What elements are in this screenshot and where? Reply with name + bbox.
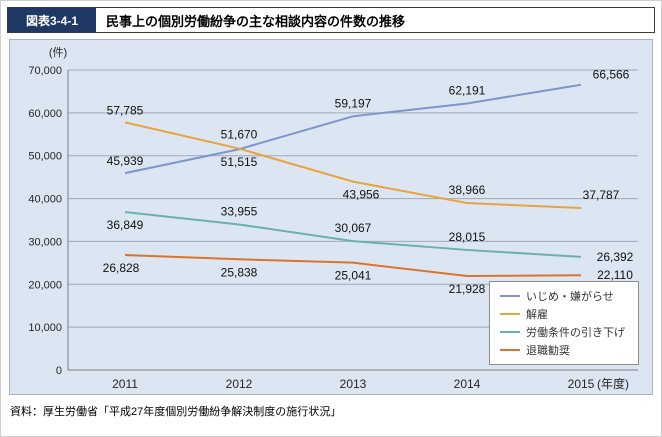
line-chart: 0 10,000 20,000 30,000 40,000 50,000 60,000 70,… (28, 46, 638, 391)
legend-label: 労働条件の引き下げ (526, 327, 625, 339)
x-tick-label: 2012 (226, 377, 253, 391)
data-label: 38,966 (449, 183, 486, 197)
data-label: 25,041 (335, 269, 372, 283)
series-line-2 (124, 211, 582, 258)
legend-line-swatch (500, 331, 520, 333)
legend-item: 解雇 (500, 307, 628, 321)
chart-panel: 0 10,000 20,000 30,000 40,000 50,000 60,000 70,… (9, 39, 653, 395)
series-line-1 (124, 121, 582, 210)
y-tick-label: 40,000 (28, 194, 62, 206)
data-label: 43,956 (343, 188, 380, 202)
data-label: 28,015 (449, 230, 486, 244)
data-label: 26,828 (103, 261, 140, 275)
figure-header: 図表3-4-1 民事上の個別労働紛争の主な相談内容の件数の推移 (7, 7, 655, 33)
data-label: 36,849 (107, 218, 144, 232)
legend-label: 解雇 (526, 309, 548, 321)
y-tick-label: 30,000 (28, 236, 62, 248)
chart-legend: いじめ・嫌がらせ 解雇労働条件の引き下げ 退職勧奨 (489, 281, 639, 365)
data-label: 51,515 (221, 155, 258, 169)
legend-line-swatch (500, 349, 520, 351)
legend-item: いじめ・嫌がらせ (500, 289, 628, 303)
y-tick-label: 0 (56, 365, 62, 377)
data-label: 21,928 (449, 282, 486, 296)
y-tick-label: 60,000 (28, 108, 62, 120)
y-tick-label: 70,000 (28, 65, 62, 77)
data-label: 45,939 (107, 154, 144, 168)
x-tick-label: 2015 (568, 377, 595, 391)
data-label: 30,067 (335, 221, 372, 235)
y-tick-label: 20,000 (28, 279, 62, 291)
data-label: 25,838 (221, 265, 258, 279)
y-axis-unit-label: (件) (49, 46, 67, 59)
series-line-3 (124, 254, 582, 278)
y-tick-label: 50,000 (28, 151, 62, 163)
x-tick-label: 2013 (340, 377, 367, 391)
legend-line-swatch (500, 313, 520, 315)
data-label: 33,955 (221, 204, 258, 218)
x-tick-label: 2014 (454, 377, 481, 391)
series-line-0 (124, 83, 582, 175)
legend-item: 退職勧奨 (500, 343, 628, 357)
y-tick-label: 10,000 (28, 322, 62, 334)
data-label: 22,110 (597, 268, 633, 282)
figure-number-badge: 図表3-4-1 (8, 8, 96, 32)
legend-item: 労働条件の引き下げ (500, 325, 628, 339)
x-tick-label: 2011 (112, 377, 138, 391)
data-label: 62,191 (449, 83, 486, 97)
data-label: 37,787 (583, 188, 620, 202)
x-axis-unit-label: (年度) (597, 376, 629, 391)
legend-label: いじめ・嫌がらせ (526, 291, 614, 303)
source-note: 資料：厚生労働省「平成27年度個別労働紛争解決制度の施行状況」 (10, 406, 342, 418)
data-label: 57,785 (107, 103, 144, 117)
data-label: 59,197 (335, 96, 372, 110)
data-label: 26,392 (597, 250, 634, 264)
data-label: 66,566 (593, 68, 630, 82)
data-label: 51,670 (221, 128, 258, 142)
figure-title: 民事上の個別労働紛争の主な相談内容の件数の推移 (96, 8, 654, 32)
legend-label: 退職勧奨 (526, 345, 570, 357)
legend-line-swatch (500, 295, 520, 297)
